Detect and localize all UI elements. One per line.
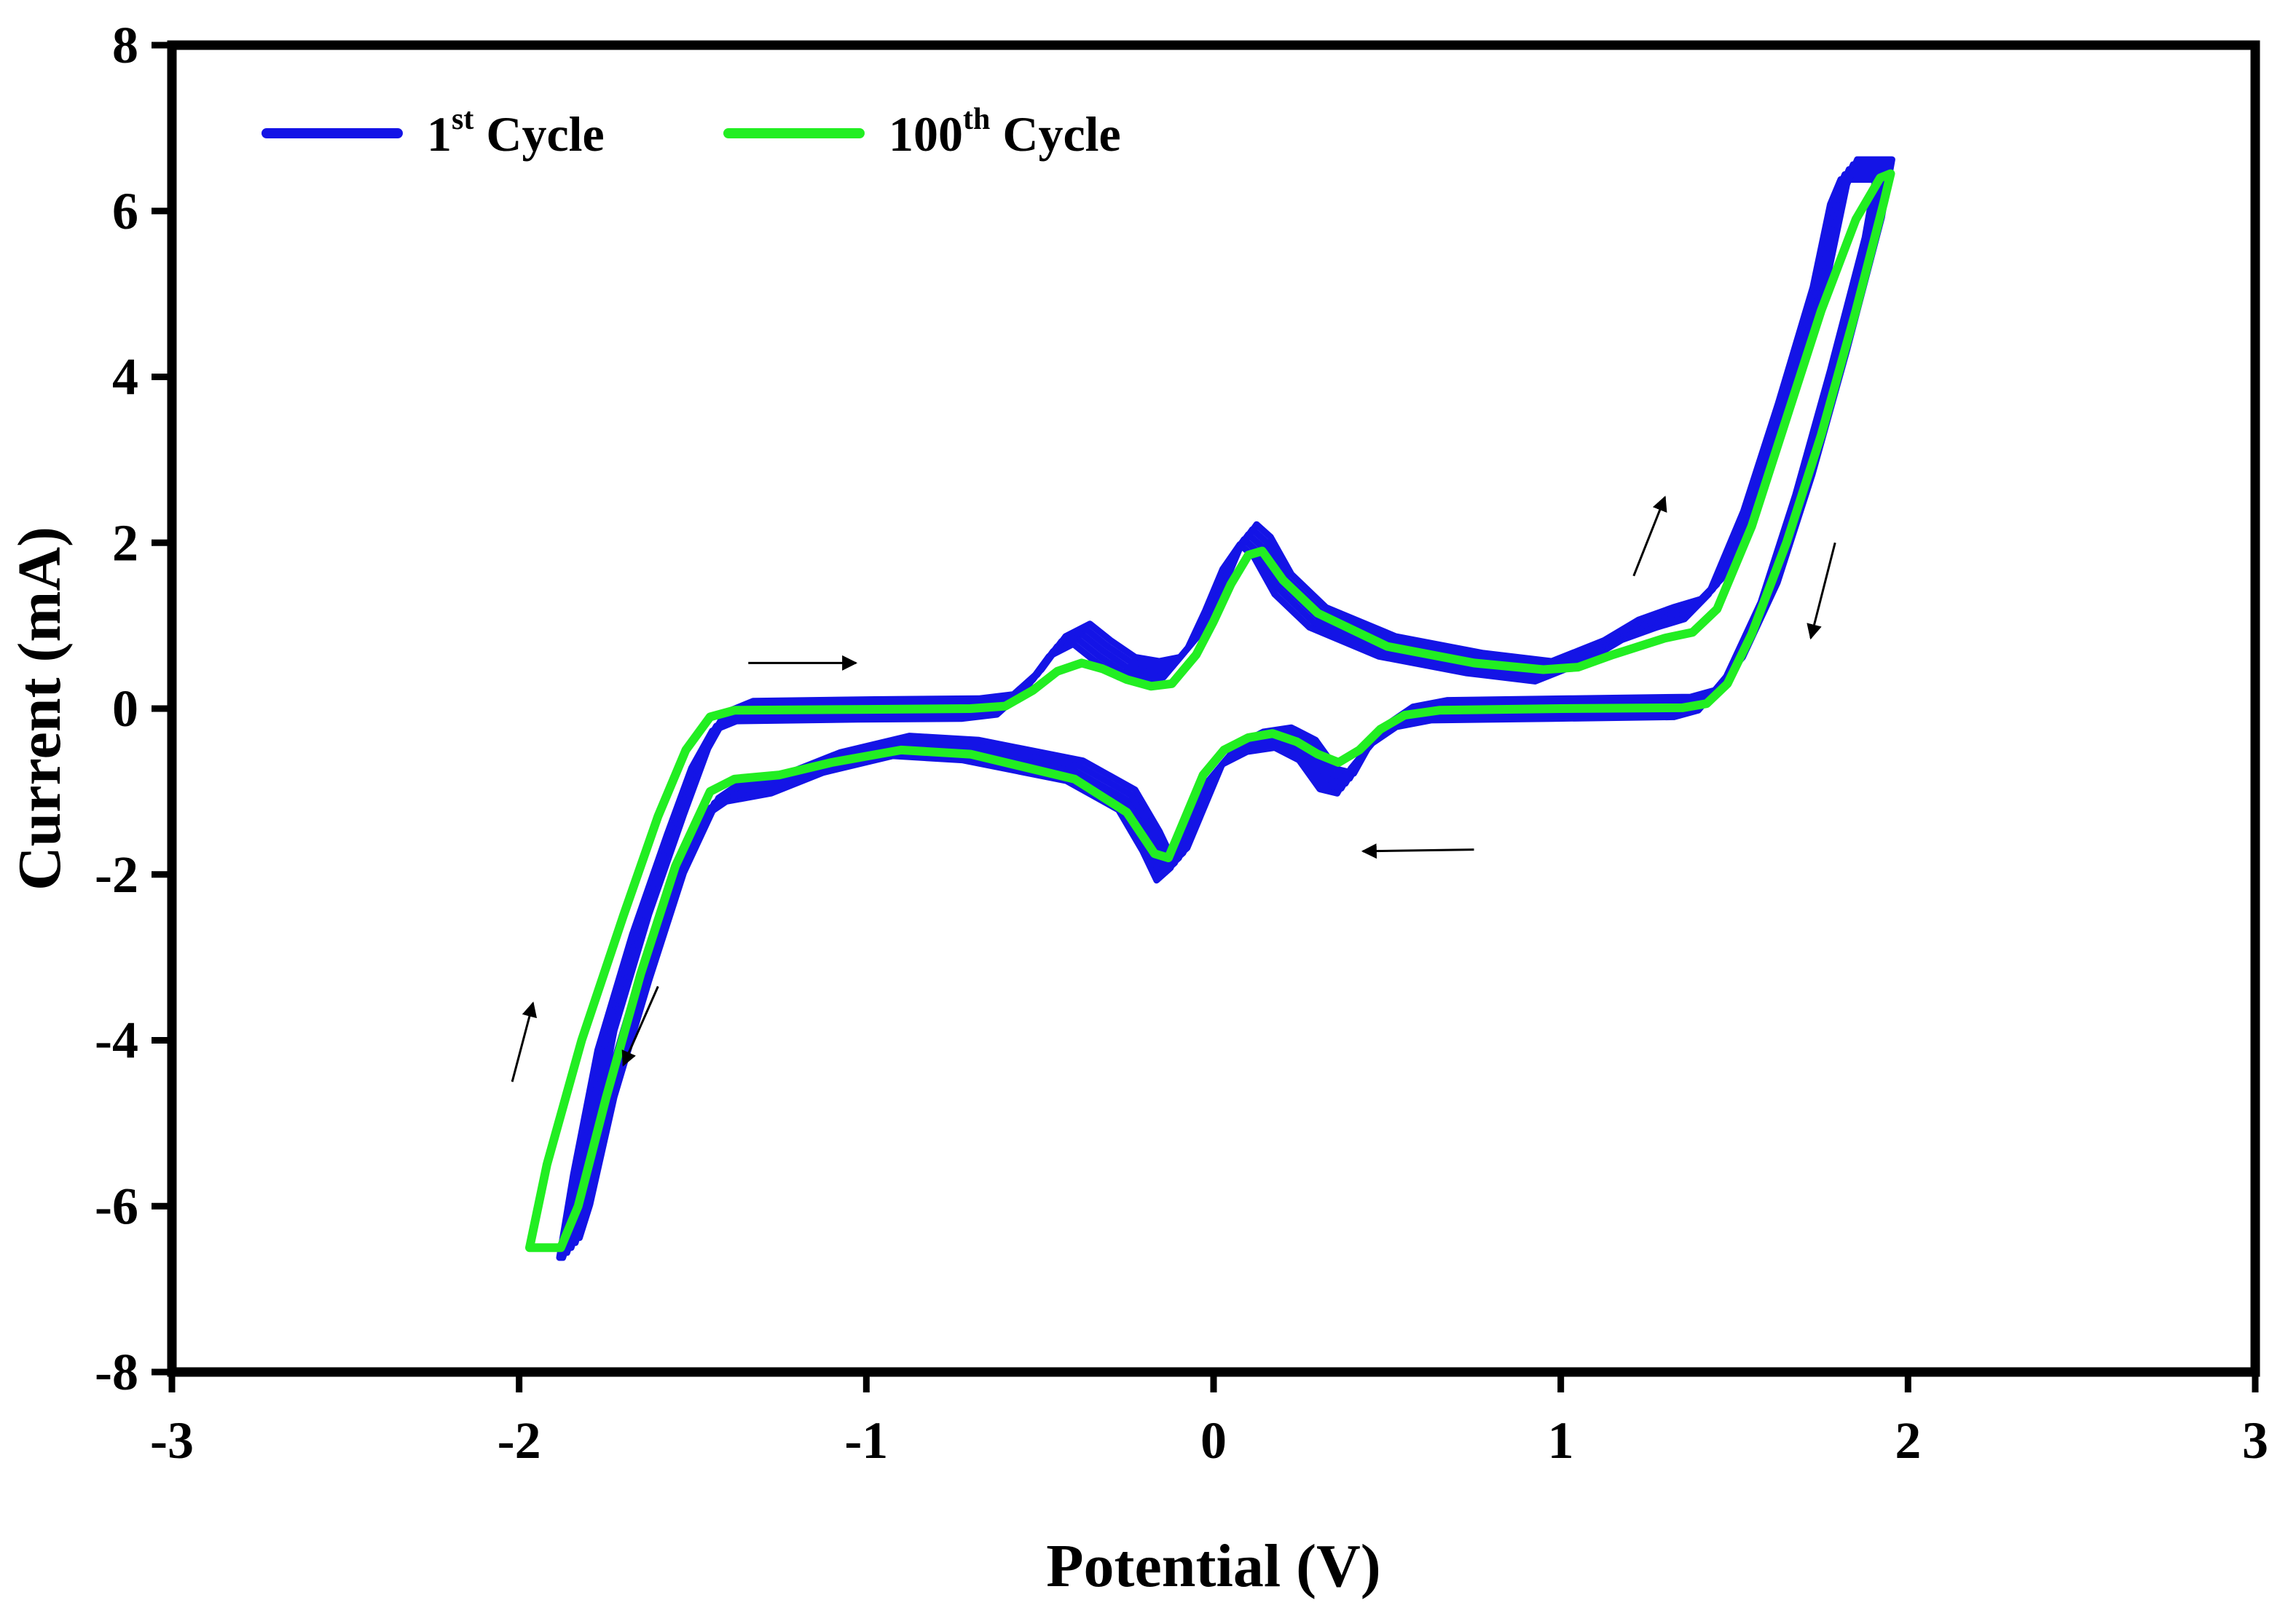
x-tick-label: -1 <box>844 1411 888 1470</box>
x-tick-label: -3 <box>150 1411 194 1470</box>
y-tick-label: -4 <box>95 1012 138 1070</box>
y-tick-label: -2 <box>95 845 138 904</box>
y-tick-label: -6 <box>95 1177 138 1235</box>
direction-arrow-down <box>1807 542 1836 640</box>
annotation-layer <box>511 495 1836 1082</box>
x-tick-label: 0 <box>1200 1411 1227 1470</box>
x-tick-label: -2 <box>498 1411 541 1470</box>
y-tick-label: -8 <box>95 1343 138 1401</box>
plot-frame <box>167 40 2260 1377</box>
x-axis-title: Potential (V) <box>1046 1532 1381 1600</box>
y-tick-label: 4 <box>112 348 138 406</box>
tick-layer: -3 -2 -1 0 1 2 3 -8 -6 -4 -2 0 2 4 6 8 <box>95 16 2268 1470</box>
legend: 1st Cycle 100th Cycle <box>262 103 1121 162</box>
direction-arrow-left <box>1361 843 1474 859</box>
series-layer <box>525 156 1895 1261</box>
x-tick-label: 2 <box>1895 1411 1921 1470</box>
series-line-cycle-1 <box>573 156 1895 1241</box>
direction-arrow-down <box>621 985 659 1067</box>
y-tick-label: 2 <box>112 513 138 572</box>
x-tick-label: 3 <box>2242 1411 2268 1470</box>
series-line-cycle-100 <box>525 169 1895 1253</box>
legend-label: 1st Cycle <box>427 103 605 162</box>
x-tick-label: 1 <box>1548 1411 1574 1470</box>
y-axis-title: Current (mA) <box>6 527 74 891</box>
y-tick-label: 8 <box>112 16 138 74</box>
direction-arrow-up <box>1632 495 1667 577</box>
legend-label: 100th Cycle <box>889 103 1121 162</box>
y-tick-label: 0 <box>112 679 138 738</box>
direction-arrow-up <box>511 1001 538 1082</box>
y-tick-label: 6 <box>112 182 138 240</box>
